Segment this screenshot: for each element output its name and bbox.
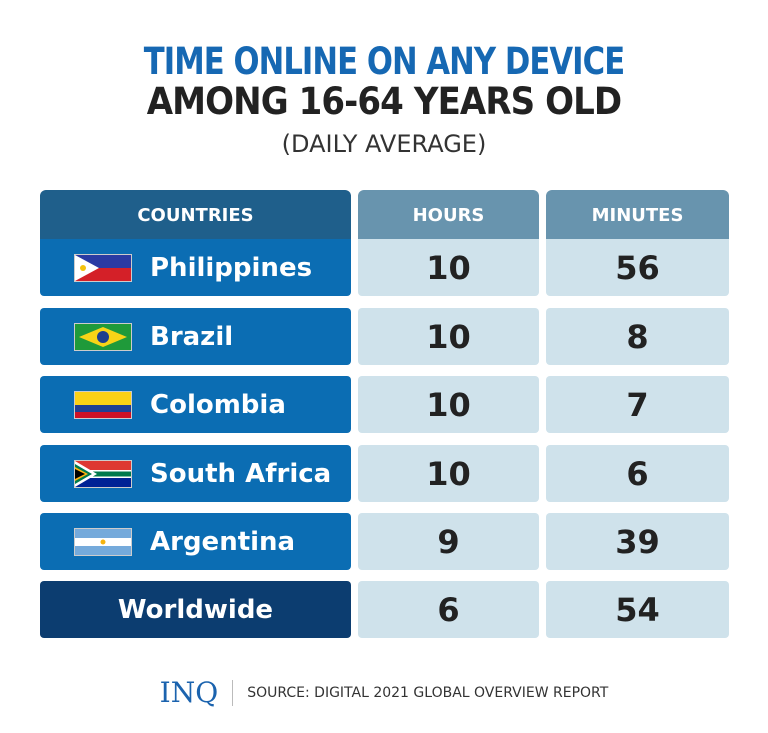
country-name: Worldwide	[117, 594, 274, 625]
argentina-flag-icon	[74, 527, 132, 556]
hours-value: 10	[358, 445, 539, 502]
country-cell: Philippines	[40, 239, 351, 296]
hours-value: 10	[358, 239, 539, 296]
source-text: SOURCE: DIGITAL 2021 GLOBAL OVERVIEW REP…	[247, 684, 609, 701]
minutes-value: 56	[546, 239, 729, 296]
country-cell: South Africa	[40, 445, 351, 502]
hours-value: 10	[358, 376, 539, 433]
title-line-1: TIME ONLINE ON ANY DEVICE	[143, 40, 625, 83]
hours-value: 6	[358, 581, 539, 638]
colombia-flag-icon	[74, 390, 132, 419]
country-name: Brazil	[150, 321, 234, 352]
header-hours: HOURS	[358, 190, 539, 240]
hours-value: 10	[358, 308, 539, 365]
brazil-flag-icon	[74, 322, 132, 351]
country-name: Argentina	[150, 526, 296, 557]
minutes-value: 7	[546, 376, 729, 433]
country-cell: Colombia	[40, 376, 351, 433]
country-cell: Worldwide	[40, 581, 351, 638]
minutes-value: 54	[546, 581, 729, 638]
south-africa-flag-icon	[74, 459, 132, 488]
country-cell: Argentina	[40, 513, 351, 570]
minutes-value: 39	[546, 513, 729, 570]
footer-divider	[232, 679, 234, 706]
title-line-2: AMONG 16-64 YEARS OLD	[146, 80, 622, 123]
hours-value: 9	[358, 513, 539, 570]
subtitle: (DAILY AVERAGE)	[281, 130, 487, 158]
minutes-value: 8	[546, 308, 729, 365]
philippines-flag-icon	[74, 253, 132, 282]
header-countries: COUNTRIES	[40, 190, 351, 240]
country-name: South Africa	[150, 458, 332, 489]
country-cell: Brazil	[40, 308, 351, 365]
footer: INQ SOURCE: DIGITAL 2021 GLOBAL OVERVIEW…	[0, 676, 768, 709]
country-name: Colombia	[150, 389, 286, 420]
minutes-value: 6	[546, 445, 729, 502]
header-minutes: MINUTES	[546, 190, 729, 240]
inq-logo: INQ	[159, 676, 219, 709]
country-name: Philippines	[150, 252, 313, 283]
